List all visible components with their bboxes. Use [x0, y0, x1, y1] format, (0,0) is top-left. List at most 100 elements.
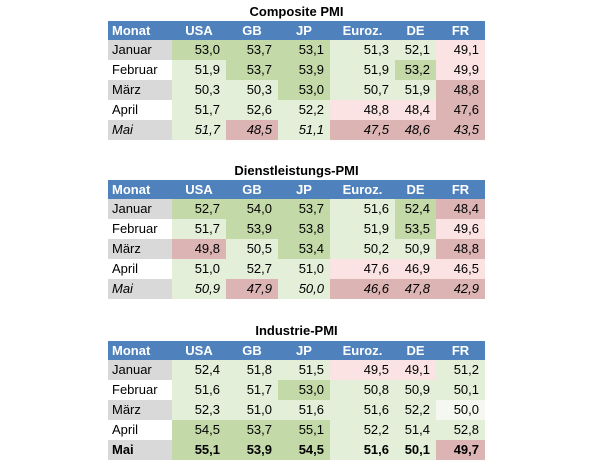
value-cell: 52,2 — [278, 100, 330, 120]
data-row: Mai 55,1 53,9 54,5 51,6 50,1 49,7 — [108, 440, 485, 460]
header-cell: FR — [451, 343, 470, 358]
value-cell: 51,3 — [330, 40, 395, 60]
value-cell: 52,2 — [330, 420, 395, 440]
value-cell: 48,5 — [226, 120, 278, 140]
value-cell: 51,6 — [172, 380, 226, 400]
value-cell: 48,8 — [436, 239, 485, 259]
value-cell: 42,9 — [436, 279, 485, 299]
value-cell: 52,1 — [395, 40, 436, 60]
month-cell: Januar — [108, 40, 172, 60]
value-cell: 46,9 — [395, 259, 436, 279]
value-cell: 49,1 — [395, 360, 436, 380]
value-cell: 53,2 — [395, 60, 436, 80]
header-cell: DE — [406, 343, 425, 358]
value-cell: 52,7 — [226, 259, 278, 279]
data-row: Februar 51,7 53,9 53,8 51,9 53,5 49,6 — [108, 219, 485, 239]
value-cell: 53,9 — [278, 60, 330, 80]
data-row: März 50,3 50,3 53,0 50,7 51,9 48,8 — [108, 80, 485, 100]
value-cell: 49,6 — [436, 219, 485, 239]
value-cell: 51,0 — [278, 259, 330, 279]
value-cell: 51,6 — [330, 400, 395, 420]
month-cell: Februar — [108, 380, 172, 400]
value-cell: 52,2 — [395, 400, 436, 420]
value-cell: 49,1 — [436, 40, 485, 60]
value-cell: 53,1 — [278, 40, 330, 60]
value-cell: 53,8 — [278, 219, 330, 239]
table-title: Dienstleistungs-PMI — [234, 163, 359, 178]
value-cell: 50,9 — [395, 380, 436, 400]
header-cell: USA — [185, 343, 213, 358]
value-cell: 47,6 — [330, 259, 395, 279]
value-cell: 48,4 — [395, 100, 436, 120]
data-row: April 54,5 53,7 55,1 52,2 51,4 52,8 — [108, 420, 485, 440]
value-cell: 54,0 — [226, 199, 278, 219]
value-cell: 50,3 — [226, 80, 278, 100]
month-cell: Februar — [108, 60, 172, 80]
value-cell: 55,1 — [172, 440, 226, 460]
header-cell: JP — [296, 343, 312, 358]
data-row: März 52,3 51,0 51,6 51,6 52,2 50,0 — [108, 400, 485, 420]
value-cell: 50,1 — [395, 440, 436, 460]
month-cell: Mai — [108, 440, 172, 460]
value-cell: 52,4 — [395, 199, 436, 219]
value-cell: 52,3 — [172, 400, 226, 420]
month-cell: Januar — [108, 360, 172, 380]
header-cell: Monat — [112, 182, 151, 197]
value-cell: 53,4 — [278, 239, 330, 259]
table: Monat USA GB JP Euroz. DE FR Januar 52,7 54,0 53,7… — [108, 180, 485, 299]
value-cell: 49,8 — [172, 239, 226, 259]
value-cell: 51,5 — [278, 360, 330, 380]
value-cell: 53,9 — [226, 440, 278, 460]
data-row: April 51,7 52,6 52,2 48,8 48,4 47,6 — [108, 100, 485, 120]
data-row: April 51,0 52,7 51,0 47,6 46,9 46,5 — [108, 259, 485, 279]
value-cell: 51,7 — [172, 219, 226, 239]
value-cell: 53,0 — [278, 80, 330, 100]
header-cell: USA — [185, 182, 213, 197]
value-cell: 50,7 — [330, 80, 395, 100]
value-cell: 46,5 — [436, 259, 485, 279]
value-cell: 49,5 — [330, 360, 395, 380]
value-cell: 51,4 — [395, 420, 436, 440]
value-cell: 48,6 — [395, 120, 436, 140]
table-title: Composite PMI — [249, 4, 344, 19]
value-cell: 52,8 — [436, 420, 485, 440]
value-cell: 50,8 — [330, 380, 395, 400]
value-cell: 54,5 — [278, 440, 330, 460]
month-cell: April — [108, 420, 172, 440]
value-cell: 51,9 — [395, 80, 436, 100]
value-cell: 46,6 — [330, 279, 395, 299]
table: Monat USA GB JP Euroz. DE FR Januar 52,4 51,8 51,5… — [108, 341, 485, 460]
header-cell: DE — [406, 182, 425, 197]
header-cell: FR — [451, 23, 470, 38]
data-row: Februar 51,9 53,7 53,9 51,9 53,2 49,9 — [108, 60, 485, 80]
value-cell: 53,7 — [226, 40, 278, 60]
data-row: März 49,8 50,5 53,4 50,2 50,9 48,8 — [108, 239, 485, 259]
value-cell: 53,0 — [172, 40, 226, 60]
value-cell: 54,5 — [172, 420, 226, 440]
data-row: Mai 50,9 47,9 50,0 46,6 47,8 42,9 — [108, 279, 485, 299]
value-cell: 51,6 — [330, 440, 395, 460]
value-cell: 50,2 — [330, 239, 395, 259]
value-cell: 50,9 — [172, 279, 226, 299]
value-cell: 51,1 — [278, 120, 330, 140]
header-row: Monat USA GB JP Euroz. DE FR — [108, 21, 485, 40]
table-title: Industrie-PMI — [255, 323, 338, 338]
value-cell: 52,6 — [226, 100, 278, 120]
header-cell: Monat — [112, 343, 151, 358]
header-cell: Euroz. — [342, 23, 383, 38]
value-cell: 51,8 — [226, 360, 278, 380]
header-row: Monat USA GB JP Euroz. DE FR — [108, 341, 485, 360]
value-cell: 50,0 — [278, 279, 330, 299]
value-cell: 51,9 — [330, 60, 395, 80]
value-cell: 47,8 — [395, 279, 436, 299]
header-cell: GB — [242, 23, 262, 38]
value-cell: 48,4 — [436, 199, 485, 219]
value-cell: 51,9 — [330, 219, 395, 239]
header-cell: USA — [185, 23, 213, 38]
header-cell: FR — [451, 182, 470, 197]
value-cell: 51,7 — [172, 120, 226, 140]
value-cell: 51,6 — [278, 400, 330, 420]
value-cell: 51,2 — [436, 360, 485, 380]
value-cell: 49,9 — [436, 60, 485, 80]
